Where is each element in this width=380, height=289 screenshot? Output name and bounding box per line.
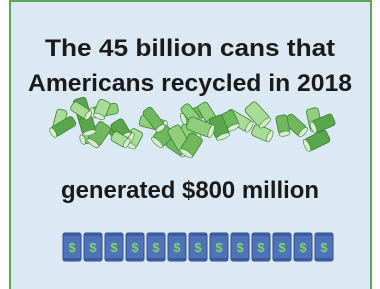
dollar-can: $ (294, 233, 312, 261)
can-rim (232, 258, 248, 261)
can-rim (169, 258, 185, 261)
can-rim (169, 233, 185, 236)
can-symbol: $ (215, 240, 223, 255)
infographic: The 45 billion cans that Americans recyc… (0, 0, 380, 289)
can-symbol: $ (110, 240, 118, 255)
can-rim (295, 258, 311, 261)
can-symbol: $ (152, 240, 160, 255)
can-rim (253, 233, 269, 236)
can-rim (274, 258, 290, 261)
dollar-can: $ (273, 233, 291, 261)
can-symbol: $ (131, 240, 139, 255)
can-rim (295, 233, 311, 236)
can-rim (106, 258, 122, 261)
can-rim (316, 258, 332, 261)
dollar-can: $ (84, 233, 102, 261)
dollar-can: $ (189, 233, 207, 261)
can-rim (232, 233, 248, 236)
dollar-can: $ (105, 233, 123, 261)
can-rim (64, 233, 80, 236)
can-rim (106, 233, 122, 236)
dollar-can: $ (315, 233, 333, 261)
can-symbol: $ (320, 240, 328, 255)
title-line: Americans recycled in 2018 (28, 70, 352, 97)
can-rim (190, 233, 206, 236)
dollar-can: $ (147, 233, 165, 261)
dollar-can: $ (168, 233, 186, 261)
can-rim (127, 258, 143, 261)
can-symbol: $ (299, 240, 307, 255)
can-rim (211, 233, 227, 236)
can-symbol: $ (257, 240, 265, 255)
can-rim (127, 233, 143, 236)
can-rim (316, 233, 332, 236)
dollar-can: $ (63, 233, 81, 261)
can-symbol: $ (68, 240, 76, 255)
dollar-can: $ (126, 233, 144, 261)
can-rim (148, 233, 164, 236)
can-rim (253, 258, 269, 261)
page: The 45 billion cans that Americans recyc… (0, 0, 380, 289)
can-symbol: $ (194, 240, 202, 255)
can-rim (85, 233, 101, 236)
title-line: The 45 billion cans that (45, 35, 335, 62)
can-symbol: $ (236, 240, 244, 255)
can-rim (211, 258, 227, 261)
can-symbol: $ (89, 240, 97, 255)
can-rim (85, 258, 101, 261)
can-symbol: $ (278, 240, 286, 255)
dollar-can: $ (210, 233, 228, 261)
can-symbol: $ (173, 240, 181, 255)
dollar-can: $ (252, 233, 270, 261)
can-rim (274, 233, 290, 236)
subtitle: generated $800 million (61, 177, 319, 204)
can-rim (190, 258, 206, 261)
can-rim (64, 258, 80, 261)
can-rim (148, 258, 164, 261)
dollar-can: $ (231, 233, 249, 261)
